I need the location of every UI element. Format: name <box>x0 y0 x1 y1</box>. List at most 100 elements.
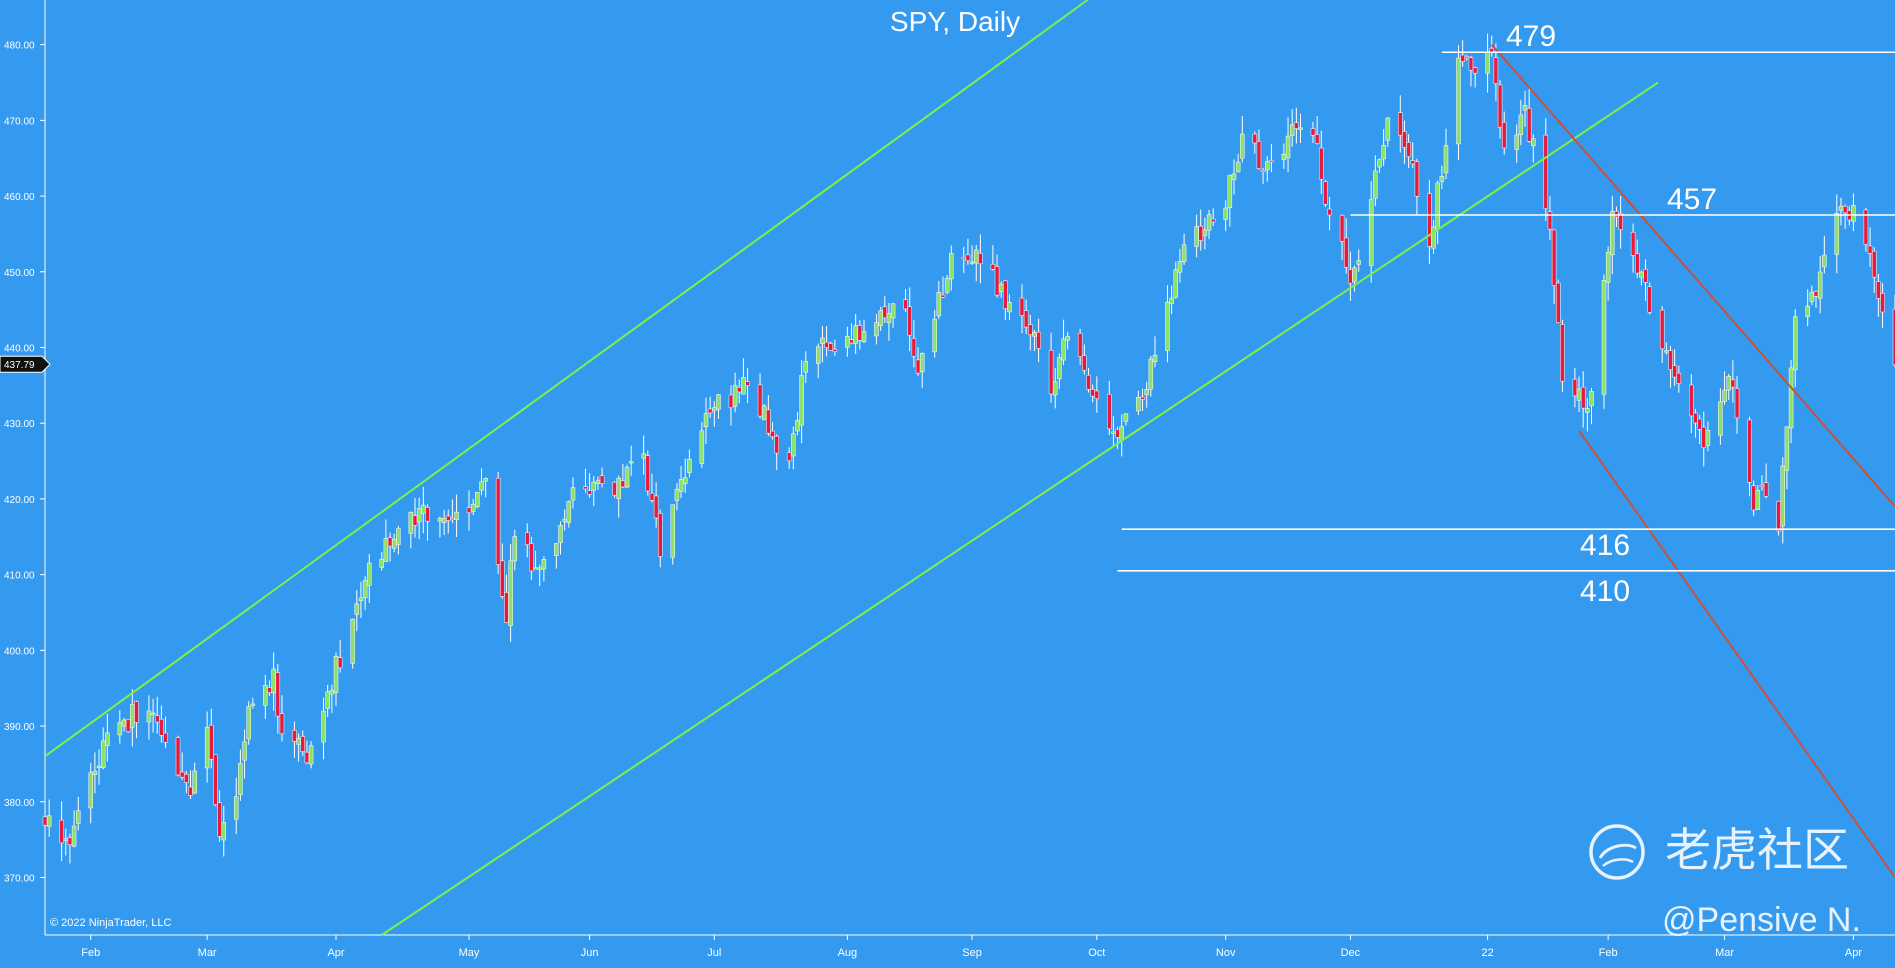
candle-up <box>624 466 630 488</box>
candle-down <box>1892 309 1895 366</box>
candle-down <box>915 359 921 374</box>
candles <box>42 33 1895 864</box>
candle-up <box>296 738 301 745</box>
x-tick-label: Feb <box>81 947 100 959</box>
candle-up <box>795 420 800 432</box>
candle-down <box>1398 112 1403 136</box>
candle-up <box>712 407 717 411</box>
candle-up <box>46 815 52 827</box>
candle-up <box>1119 426 1124 441</box>
candle-up <box>1007 302 1012 313</box>
candle-up <box>533 567 538 570</box>
candle-down <box>658 512 663 557</box>
candle-up <box>1352 267 1357 282</box>
x-tick-label: 22 <box>1481 947 1493 959</box>
candle-down <box>159 719 164 736</box>
candle-up <box>566 501 572 523</box>
candle-up <box>1356 260 1361 265</box>
candle-up <box>63 838 69 841</box>
candle-down <box>59 819 64 844</box>
candle-up <box>1111 431 1116 434</box>
candle-down <box>994 266 1000 296</box>
x-axis-ticks: Feb Mar Apr May Jun Jul Aug Sep Oct Nov Dec 22 Feb Ma… <box>81 935 1862 959</box>
candle-up <box>641 453 646 459</box>
candle-down <box>1464 56 1470 59</box>
x-tick-label: Jun <box>581 947 599 959</box>
candle-down <box>774 435 779 454</box>
trendline-channel-lower <box>381 81 1659 936</box>
x-tick-label: Apr <box>327 947 344 959</box>
watermark-brand: 老虎社区 <box>1665 824 1849 876</box>
candle-up <box>416 508 422 523</box>
candle-down <box>1252 133 1258 144</box>
x-tick-label: Mar <box>1715 947 1734 959</box>
candle-down <box>1256 141 1262 169</box>
y-axis-ticks: 480.00 470.00 460.00 450.00 440.00 430.00 420.… <box>4 41 45 884</box>
candle-up <box>483 478 488 482</box>
candle-down <box>645 455 651 492</box>
candle-up <box>1123 413 1129 422</box>
candle-down <box>745 381 750 386</box>
candle-up <box>1805 305 1810 317</box>
candle-up <box>192 770 197 794</box>
candle-down <box>125 719 131 732</box>
candle-down <box>1501 122 1507 149</box>
candle-up <box>1822 254 1827 268</box>
candle-down <box>903 299 908 310</box>
candle-down <box>961 257 967 260</box>
candle-down <box>1776 500 1781 532</box>
candle-up <box>470 503 476 512</box>
candle-down <box>857 325 863 341</box>
y-tick-label: 400.00 <box>4 646 35 657</box>
candle-down <box>1048 350 1054 395</box>
candle-up <box>919 353 925 372</box>
x-tick-label: Mar <box>198 947 217 959</box>
candle-down <box>1497 84 1503 128</box>
candle-up <box>1368 199 1374 266</box>
candle-down <box>1198 225 1203 241</box>
candle-down <box>1689 384 1694 417</box>
y-tick-label: 440.00 <box>4 344 35 355</box>
candle-up <box>325 691 330 709</box>
candle-up <box>1522 104 1528 111</box>
tiger-logo-icon <box>1589 824 1645 880</box>
candle-up <box>687 458 692 473</box>
candle-down <box>1314 134 1320 144</box>
candle-up <box>1264 161 1270 171</box>
candle-down <box>612 482 617 496</box>
candle-down <box>1734 388 1740 419</box>
y-tick-label: 420.00 <box>4 495 35 506</box>
candle-down <box>737 386 742 393</box>
candle-up <box>308 745 314 765</box>
candle-up <box>558 525 563 543</box>
candle-down <box>1634 253 1640 274</box>
trendline-downtrend-lower <box>1578 430 1895 879</box>
y-tick-label: 470.00 <box>4 116 35 127</box>
candle-down <box>1614 210 1619 218</box>
candle-up <box>1784 426 1790 471</box>
candle-up <box>1298 127 1303 130</box>
candle-down <box>1759 484 1765 487</box>
candle-down <box>500 560 505 597</box>
candle-up <box>595 480 601 484</box>
candle-up <box>791 433 796 457</box>
candle-up <box>321 710 326 743</box>
candle-down <box>446 515 451 521</box>
watermark: 老虎社区 @Pensive N. <box>1589 824 1861 939</box>
x-tick-label: Aug <box>838 947 858 959</box>
candle-down <box>1294 122 1299 129</box>
candle-down <box>466 507 472 514</box>
candle-up <box>1148 358 1154 390</box>
level-label-410: 410 <box>1580 575 1630 608</box>
candle-up <box>1065 336 1070 341</box>
candle-down <box>412 515 418 526</box>
copyright-notice: © 2022 NinjaTrader, LLC <box>50 917 171 929</box>
candle-down <box>1880 293 1885 313</box>
candle-down <box>1107 394 1112 430</box>
candle-up <box>441 517 447 523</box>
candle-up <box>1231 173 1237 180</box>
candle-down <box>1556 282 1561 324</box>
candle-down <box>1493 57 1499 84</box>
candle-down <box>1618 213 1623 230</box>
